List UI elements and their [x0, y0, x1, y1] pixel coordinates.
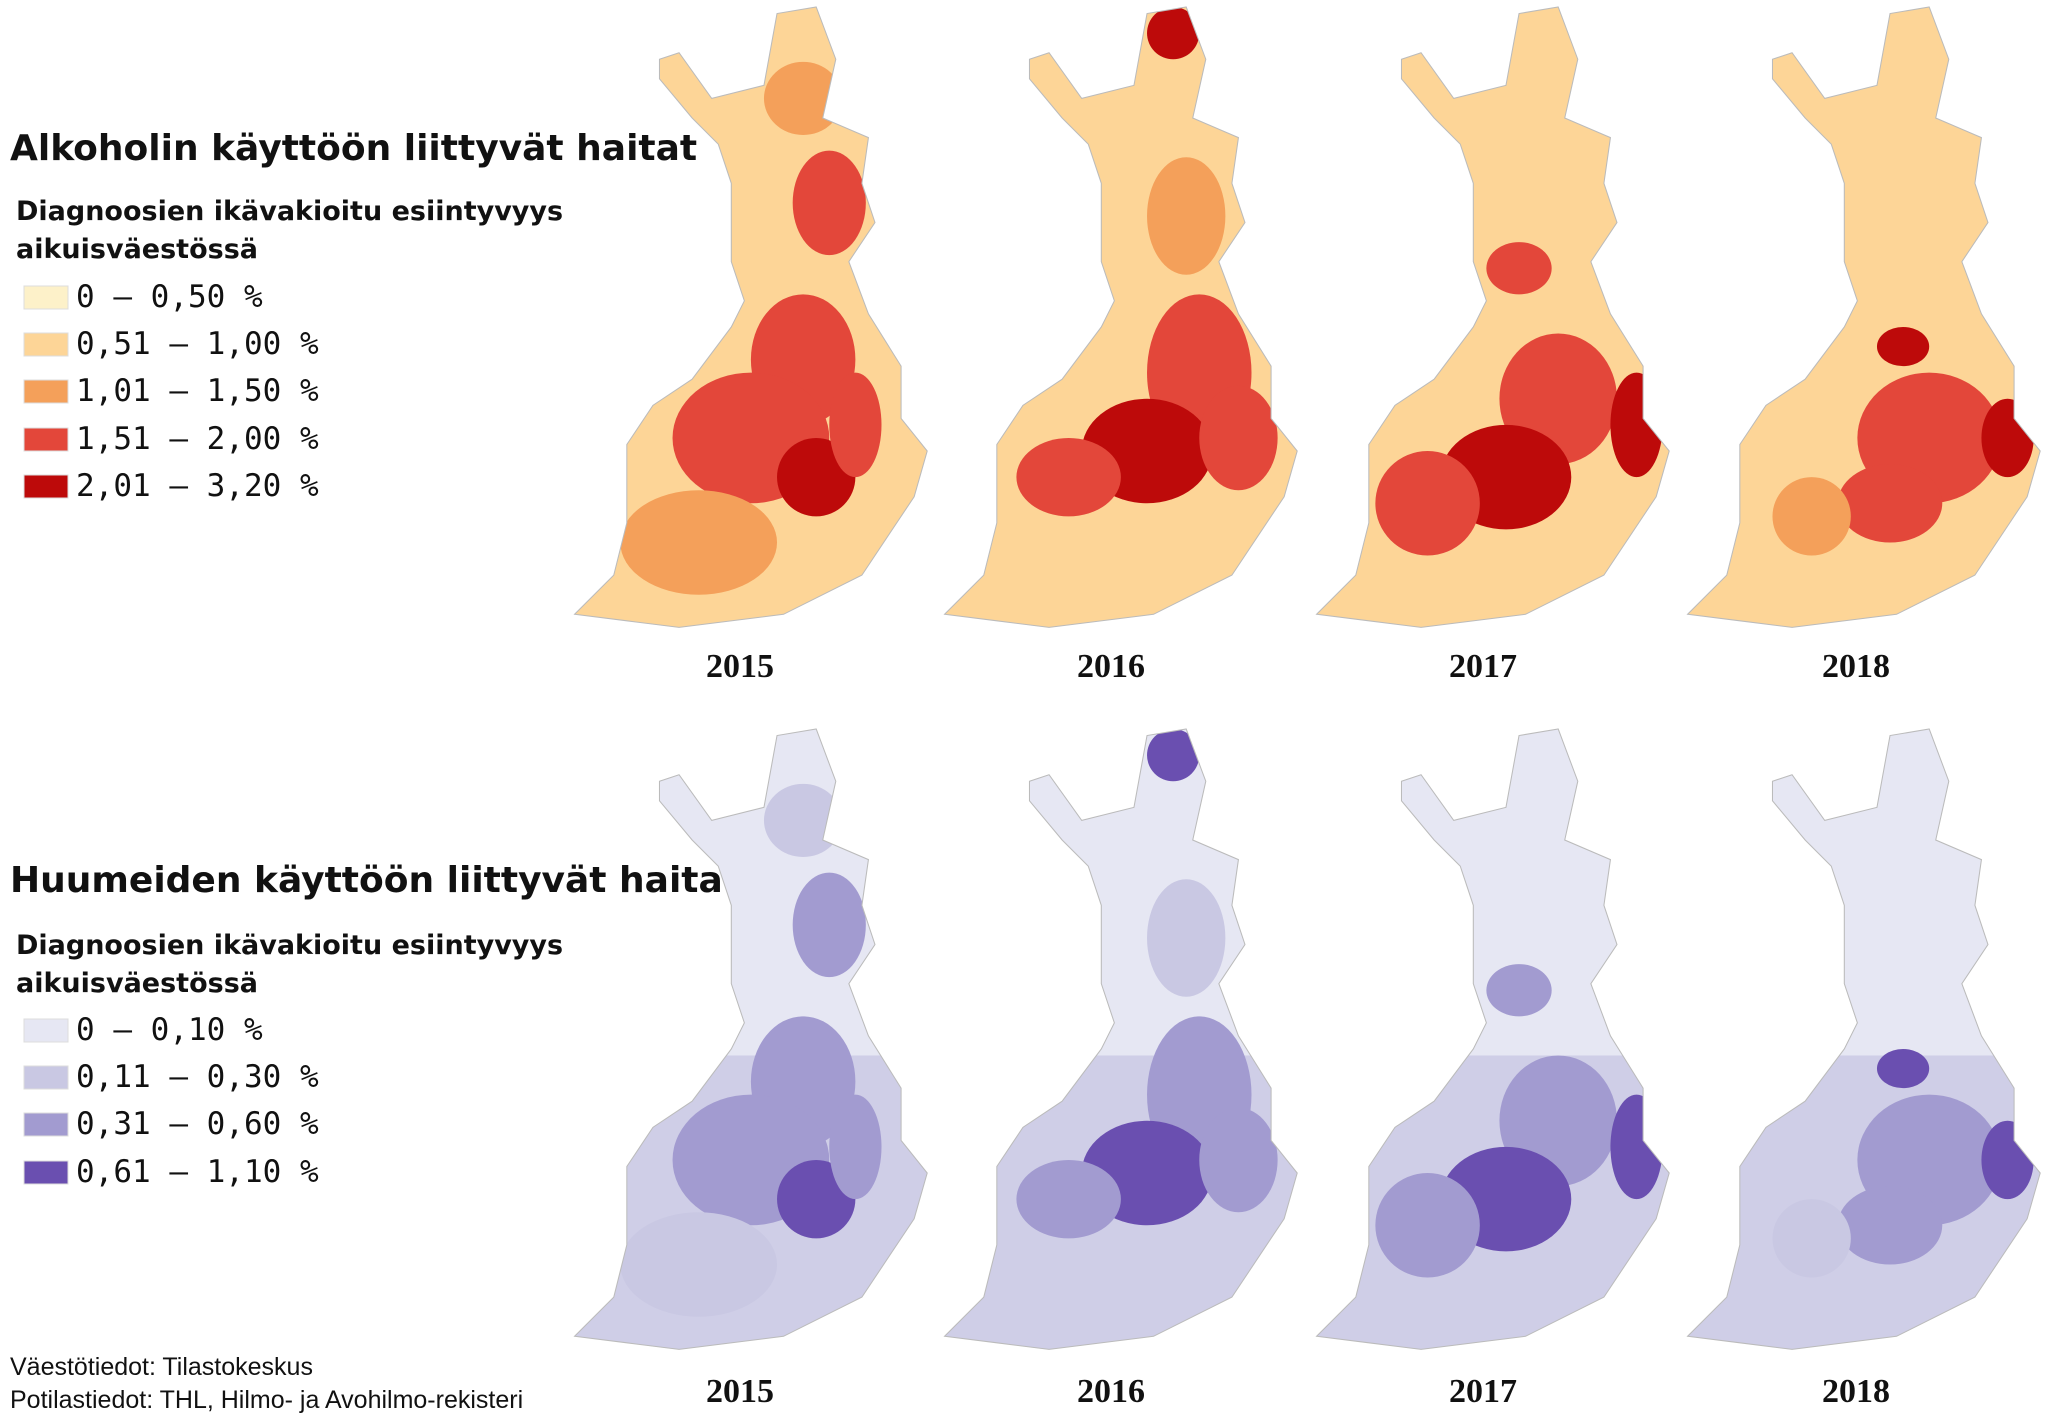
legend-swatch — [23, 427, 69, 452]
map-region — [1837, 464, 1943, 543]
map-year: 2016 — [1077, 1373, 1145, 1410]
map-year: 2018 — [1822, 648, 1890, 685]
map-region — [1837, 1186, 1943, 1265]
map-fill — [1687, 7, 2041, 628]
map-region — [1147, 879, 1226, 997]
map-region — [829, 372, 882, 478]
source: Potilastiedot: THL, Hilmo- ja Avohilmo-r… — [10, 1386, 523, 1414]
source: Väestötiedot: Tilastokeskus — [10, 1353, 313, 1381]
map-region — [1147, 7, 1200, 60]
map-region — [1610, 1094, 1663, 1200]
map-region — [1486, 964, 1552, 1017]
section-title: Alkoholin käyttöön liittyvät haitat — [10, 128, 697, 169]
map-region — [829, 1094, 882, 1200]
map-region — [1199, 385, 1278, 491]
map-region — [1016, 437, 1121, 517]
legend-swatch — [23, 1160, 69, 1185]
legend-swatch — [23, 474, 69, 499]
map-region — [1199, 1107, 1278, 1213]
legend-label: 0 – 0,50 % — [76, 279, 263, 315]
legend-label: 0,31 – 0,60 % — [76, 1106, 319, 1142]
map-region — [1375, 1173, 1480, 1278]
section-title: Huumeiden käyttöön liittyvät haitat — [10, 860, 740, 901]
map-year: 2016 — [1077, 648, 1145, 685]
map-region — [1375, 451, 1480, 556]
legend-label: 1,01 – 1,50 % — [76, 373, 319, 409]
legend-label: 0,61 – 1,10 % — [76, 1154, 319, 1190]
legend-swatch — [23, 332, 69, 357]
map-fill — [944, 729, 1298, 1350]
map-region — [763, 783, 843, 857]
map-region — [620, 490, 778, 595]
map-region — [1772, 477, 1851, 556]
map-region — [1772, 1199, 1851, 1278]
map-region — [1610, 372, 1663, 478]
map-year: 2017 — [1449, 648, 1517, 685]
map-fill — [944, 7, 1298, 628]
legend-swatch — [23, 379, 69, 404]
legend-label: 0,11 – 0,30 % — [76, 1059, 319, 1095]
map — [1686, 6, 2041, 629]
map-region — [1876, 1048, 1930, 1089]
map — [943, 6, 1298, 629]
map-fill — [1316, 7, 1670, 628]
map-region — [1147, 157, 1226, 275]
map-region — [1016, 1159, 1121, 1239]
map-fill — [574, 729, 928, 1350]
legend-subtitle: Diagnoosien ikävakioitu esiintyvyys — [16, 930, 563, 961]
map-region — [792, 872, 866, 978]
legend-swatch — [23, 1018, 69, 1043]
map — [1315, 728, 1670, 1351]
legend-label: 1,51 – 2,00 % — [76, 421, 319, 457]
legend-label: 0 – 0,10 % — [76, 1012, 263, 1048]
legend-swatch — [23, 1112, 69, 1137]
map-year: 2015 — [706, 648, 774, 685]
map-region — [1981, 398, 2034, 478]
map-region — [763, 61, 843, 135]
map — [943, 728, 1298, 1351]
map-region — [1876, 326, 1930, 367]
legend-swatch — [23, 1065, 69, 1090]
map-region — [1486, 242, 1552, 295]
map — [573, 728, 928, 1351]
map — [573, 6, 928, 629]
map-fill — [574, 7, 928, 628]
legend-label: 2,01 – 3,20 % — [76, 468, 319, 504]
map-region — [792, 150, 866, 256]
map-year: 2017 — [1449, 1373, 1517, 1410]
map — [1686, 728, 2041, 1351]
map-region — [620, 1212, 778, 1317]
map-fill — [1316, 729, 1670, 1350]
map-fill — [1687, 729, 2041, 1350]
legend-subtitle: Diagnoosien ikävakioitu esiintyvyys — [16, 196, 563, 227]
map-year: 2018 — [1822, 1373, 1890, 1410]
legend-subtitle: aikuisväestössä — [16, 968, 258, 999]
legend-swatch — [23, 285, 69, 310]
legend-subtitle: aikuisväestössä — [16, 234, 258, 265]
map-region — [1147, 729, 1200, 782]
map-year: 2015 — [706, 1373, 774, 1410]
map — [1315, 6, 1670, 629]
legend-label: 0,51 – 1,00 % — [76, 326, 319, 362]
map-region — [1981, 1120, 2034, 1200]
